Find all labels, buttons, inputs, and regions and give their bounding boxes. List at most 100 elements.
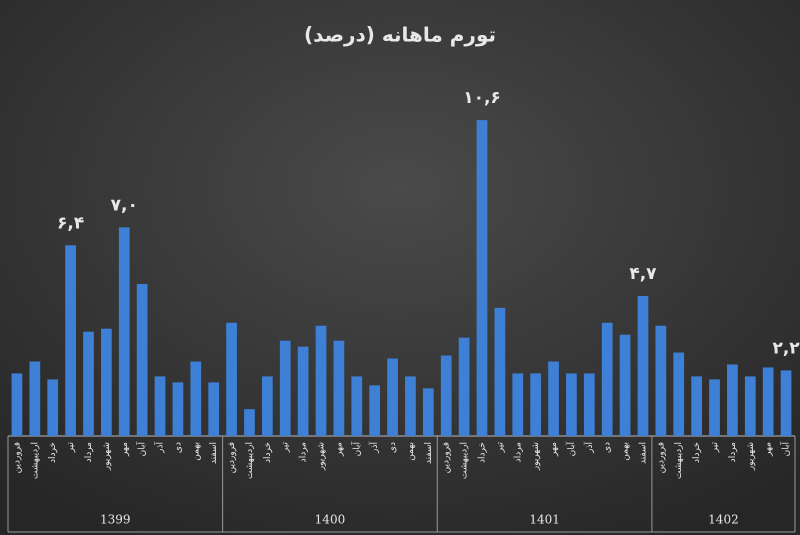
x-tick-label: فروردین [227, 442, 237, 473]
x-tick-label: دی [173, 442, 183, 453]
x-tick-label: آذر [583, 442, 595, 454]
bar [208, 382, 220, 436]
x-tick-label: اردیبهشت [30, 442, 40, 479]
bar [691, 376, 702, 436]
bar [47, 379, 59, 436]
x-tick-label: دی [603, 442, 613, 453]
x-tick-label: خرداد [48, 442, 58, 463]
bar [655, 325, 667, 436]
bar [673, 352, 685, 436]
data-label: ۱۰,۶ [463, 88, 501, 108]
bar [512, 373, 524, 436]
data-label: ۶,۴ [57, 213, 84, 233]
x-tick-label: تیر [66, 442, 76, 454]
bar [405, 376, 416, 436]
x-tick-label: اسفند [209, 442, 219, 464]
x-tick-label: فروردین [12, 442, 22, 473]
x-tick-label: آذر [154, 442, 166, 454]
data-label: ۲,۲ [772, 338, 800, 358]
bar [29, 361, 41, 436]
bar [619, 334, 631, 436]
bar [476, 120, 488, 437]
bar [601, 322, 613, 436]
x-tick-label: آبان [565, 442, 577, 457]
x-tick-label: تیر [281, 442, 291, 454]
bar [727, 364, 738, 436]
x-tick-label: بهمن [621, 442, 631, 461]
bar [172, 382, 184, 436]
bar [458, 337, 470, 436]
x-tick-label: بهمن [191, 442, 201, 461]
x-tick-label: اردیبهشت [460, 442, 470, 479]
data-label: ۷,۰ [111, 195, 138, 215]
bar [333, 340, 345, 436]
bar [369, 385, 381, 436]
x-tick-label: آبان [780, 442, 792, 457]
x-tick-label: شهریور [317, 442, 327, 471]
x-tick-label: شهریور [102, 442, 112, 471]
x-tick-label: خرداد [692, 442, 702, 463]
x-tick-label: تیر [495, 442, 505, 454]
bar [530, 373, 542, 436]
bar [65, 245, 76, 436]
x-tick-label: مهر [334, 442, 344, 457]
x-tick-label: آبان [350, 442, 362, 457]
x-tick-label: مرداد [728, 442, 738, 462]
bar [744, 376, 756, 436]
x-tick-label: آذر [368, 442, 380, 454]
x-tick-label: فروردین [656, 442, 666, 473]
bar [101, 328, 112, 436]
x-tick-label: دی [388, 442, 398, 453]
bar [548, 361, 559, 436]
bar [136, 284, 148, 436]
bar [351, 376, 363, 436]
bar [118, 227, 130, 436]
bar [83, 331, 94, 436]
bar [315, 325, 327, 436]
bar [261, 376, 273, 436]
bar [583, 373, 595, 436]
x-tick-label: اسفند [638, 442, 648, 464]
group-label: 1400 [315, 513, 346, 527]
group-label: 1399 [100, 513, 131, 527]
x-tick-label: خرداد [263, 442, 273, 463]
bar [762, 367, 774, 436]
bar [494, 307, 506, 436]
x-tick-label: تیر [710, 442, 720, 454]
x-tick-label: اردیبهشت [674, 442, 684, 479]
x-tick-label: شهریور [746, 442, 756, 471]
x-tick-label: مهر [764, 442, 774, 457]
bar [780, 370, 792, 436]
group-label: 1401 [529, 513, 560, 527]
data-label: ۴,۷ [629, 264, 657, 284]
x-tick-label: فروردین [442, 442, 452, 473]
x-tick-label: مهر [120, 442, 130, 457]
bar [11, 373, 23, 436]
group-label: 1402 [708, 513, 739, 527]
x-tick-label: اردیبهشت [245, 442, 255, 479]
x-tick-label: مرداد [513, 442, 523, 462]
bar [387, 358, 398, 436]
bar [297, 346, 309, 436]
bar [440, 355, 452, 436]
bar [709, 379, 720, 436]
x-tick-label: مرداد [299, 442, 309, 462]
bar [422, 388, 434, 436]
bar [154, 376, 166, 436]
x-tick-label: آبان [136, 442, 148, 457]
x-tick-label: مرداد [84, 442, 94, 462]
bar [190, 361, 202, 436]
bar [244, 409, 255, 436]
bar [566, 373, 577, 436]
bar [637, 295, 649, 436]
x-tick-label: مهر [549, 442, 559, 457]
chart-title: تورم ماهانه (درصد) [304, 23, 496, 47]
x-tick-label: اسفند [424, 442, 434, 464]
bar [279, 340, 291, 436]
x-tick-label: بهمن [406, 442, 416, 461]
bar [226, 322, 237, 436]
x-tick-label: خرداد [477, 442, 487, 463]
x-tick-label: شهریور [531, 442, 541, 471]
